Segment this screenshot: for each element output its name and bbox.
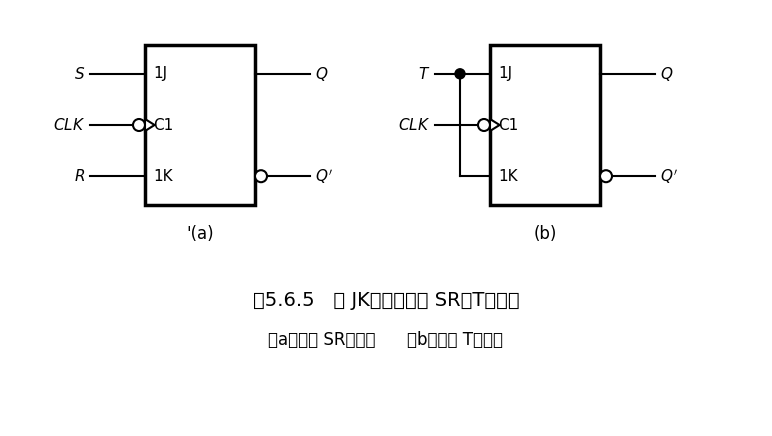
Circle shape (455, 69, 465, 79)
Text: 1J: 1J (153, 66, 167, 81)
Bar (490, 45, 600, 205)
Text: '(a): '(a) (186, 225, 214, 243)
Circle shape (255, 170, 267, 182)
Text: $T$: $T$ (418, 66, 430, 82)
Text: $R$: $R$ (74, 168, 85, 184)
Text: $Q$: $Q$ (660, 65, 673, 83)
Polygon shape (490, 119, 499, 131)
Text: $Q$: $Q$ (315, 65, 328, 83)
Text: $CLK$: $CLK$ (52, 117, 85, 133)
Circle shape (478, 119, 490, 131)
Text: 1K: 1K (153, 169, 173, 184)
Text: $Q'$: $Q'$ (660, 167, 678, 185)
Bar (145, 45, 255, 205)
Text: （a）用作 SR触发器      （b）用作 T触发器: （a）用作 SR触发器 （b）用作 T触发器 (269, 331, 503, 349)
Text: C1: C1 (153, 117, 173, 133)
Text: $S$: $S$ (74, 66, 85, 82)
Text: (b): (b) (533, 225, 557, 243)
Text: 1K: 1K (498, 169, 517, 184)
Polygon shape (145, 119, 154, 131)
Text: $Q'$: $Q'$ (315, 167, 333, 185)
Text: C1: C1 (498, 117, 518, 133)
Text: $CLK$: $CLK$ (398, 117, 430, 133)
Circle shape (133, 119, 145, 131)
Text: 1J: 1J (498, 66, 512, 81)
Text: 图5.6.5   将 JK触发器用作 SR、T触发器: 图5.6.5 将 JK触发器用作 SR、T触发器 (252, 290, 520, 310)
Circle shape (600, 170, 612, 182)
